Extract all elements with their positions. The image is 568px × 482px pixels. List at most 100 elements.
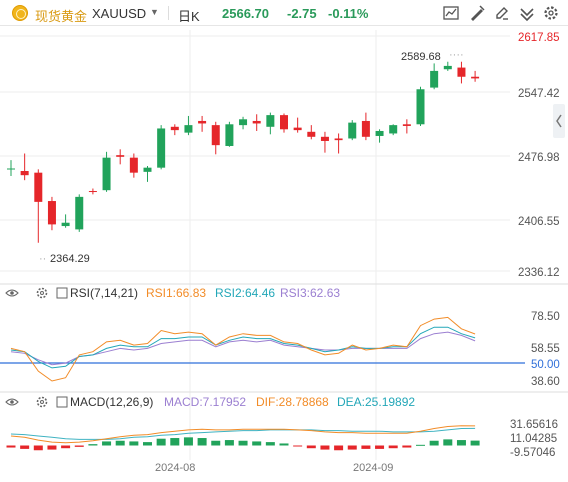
candle-body: [61, 222, 70, 227]
price-tick: 2476.98: [518, 152, 560, 164]
candle-body: [7, 168, 15, 170]
macd-bar: [456, 440, 466, 446]
macd-bar: [115, 440, 125, 446]
date-tick: 2024-09: [353, 462, 393, 474]
edit-icon[interactable]: [493, 4, 511, 22]
macd-bar: [102, 441, 112, 446]
macd-bar: [20, 445, 30, 449]
macd-bar: [238, 440, 248, 446]
rsi1-value: RSI1:66.83: [146, 286, 206, 300]
candle-body: [211, 125, 220, 146]
rsi-settings-icon[interactable]: [36, 287, 48, 299]
macd-histogram: [6, 437, 480, 451]
candle-body: [266, 115, 275, 127]
candle-body: [416, 89, 425, 125]
macd-bar: [443, 439, 453, 446]
candlestick-series: [7, 61, 480, 243]
macd-tick: -9.57046: [510, 447, 555, 459]
candle-body: [389, 125, 398, 134]
candle-body: [143, 167, 152, 172]
compare-icon[interactable]: [518, 4, 536, 22]
rsi-eye-icon[interactable]: [5, 289, 19, 297]
price-tick: 2336.12: [518, 267, 560, 279]
candle-body: [157, 128, 166, 168]
price-change-percent: -0.11%: [328, 6, 369, 21]
candle-body: [88, 191, 97, 193]
dea-value: DEA:25.19892: [337, 395, 415, 409]
macd-bar: [47, 445, 57, 450]
macd-bar: [429, 440, 439, 446]
macd-bar: [265, 442, 275, 446]
period-selector[interactable]: 日K: [178, 9, 200, 24]
candle-body: [307, 131, 316, 137]
candle-body: [129, 157, 138, 173]
candle-body: [293, 127, 302, 131]
macd-bar: [347, 445, 357, 450]
macd-bar: [416, 444, 425, 446]
macd-eye-icon[interactable]: [5, 398, 19, 406]
toolbar: 现货黄金 XAUUSD ▼ 日K 2566.70 -2.75 -0.11%: [0, 0, 568, 26]
rsi-toggle-checkbox[interactable]: [56, 287, 68, 299]
macd-value: MACD:7.17952: [164, 395, 246, 409]
candle-body: [457, 67, 466, 77]
macd-bar: [129, 441, 139, 446]
candle-body: [34, 172, 43, 202]
macd-bar: [224, 440, 234, 446]
macd-bar: [156, 438, 166, 446]
macd-bar: [252, 441, 262, 446]
candle-body: [116, 155, 125, 157]
rsi2-value: RSI2:64.46: [215, 286, 275, 300]
macd-bar: [183, 437, 193, 446]
chart-grid: [0, 30, 510, 460]
chevron-left-icon[interactable]: [553, 104, 565, 138]
macd-toggle-checkbox[interactable]: [56, 396, 68, 408]
macd-bar: [388, 445, 398, 449]
macd-bar: [306, 445, 316, 449]
rsi-tick: 58.55: [531, 343, 560, 355]
instrument-symbol[interactable]: XAUUSD: [92, 6, 147, 21]
dif-line: [10, 425, 476, 444]
price-axis: 2617.85 2547.42 2476.98 2406.55 2336.12: [518, 32, 560, 279]
price-tick: 2406.55: [518, 216, 560, 228]
chevron-down-icon[interactable]: ▼: [150, 7, 159, 17]
macd-bar: [320, 445, 330, 450]
low-annotation-leader: ··: [39, 253, 46, 265]
candle-body: [443, 65, 452, 70]
candle-body: [102, 157, 111, 191]
candle-body: [239, 119, 248, 126]
price-change: -2.75: [287, 6, 317, 21]
price-tick: 2547.42: [518, 88, 560, 100]
settings-icon[interactable]: [542, 4, 560, 22]
instrument-name[interactable]: 现货黄金: [35, 9, 88, 24]
rsi-tick: 38.60: [531, 376, 560, 388]
high-annotation-leader: ····: [449, 49, 464, 61]
dea-line: [10, 427, 476, 440]
rsi3-value: RSI3:62.63: [280, 286, 340, 300]
macd-tick: 11.04285: [510, 433, 557, 445]
candle-body: [75, 196, 84, 230]
candle-body: [225, 124, 234, 146]
macd-settings-icon[interactable]: [36, 396, 48, 408]
macd-bar: [470, 440, 480, 446]
macd-bar: [88, 444, 98, 446]
rsi-lines: [10, 316, 476, 382]
toolbar-divider: [168, 6, 169, 20]
candle-body: [280, 115, 288, 130]
rsi2-line: [10, 326, 476, 369]
indicator-icon[interactable]: [442, 4, 460, 22]
candle-body: [334, 138, 343, 141]
candle-body: [375, 130, 384, 136]
macd-bar: [6, 445, 16, 448]
macd-bar: [74, 445, 84, 447]
candle-body: [430, 70, 439, 88]
rsi1-line: [10, 316, 476, 382]
draw-icon[interactable]: [468, 4, 486, 22]
candle-body: [402, 124, 411, 126]
candle-body: [361, 120, 370, 137]
candle-body: [198, 120, 207, 124]
macd-lines: [10, 425, 476, 444]
high-annotation: 2589.68: [401, 51, 441, 63]
candle-body: [47, 201, 56, 225]
candle-body: [348, 122, 357, 139]
